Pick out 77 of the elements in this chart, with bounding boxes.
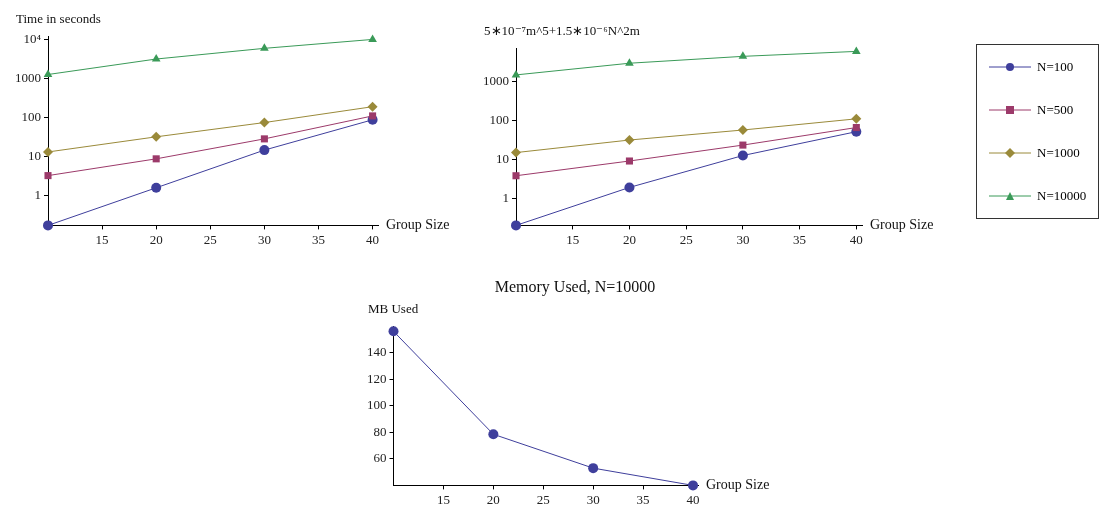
point: [388, 326, 399, 337]
point: [260, 43, 269, 51]
x-tick-label: 35: [793, 231, 807, 247]
point: [369, 112, 377, 120]
point: [43, 220, 53, 231]
point: [151, 54, 161, 62]
x-tick-label: 20: [622, 231, 636, 247]
x-tick-label: 15: [95, 231, 109, 247]
point: [368, 34, 377, 42]
x-tick-label: 35: [311, 231, 325, 247]
y-tick-label: 100: [21, 108, 41, 124]
point: [44, 172, 52, 180]
point: [151, 131, 162, 142]
x-tick-label: 15: [566, 231, 580, 247]
point: [852, 124, 860, 132]
x-axis-title: Group Size: [706, 477, 770, 493]
point: [259, 145, 270, 156]
point: [511, 220, 521, 231]
point: [511, 147, 521, 158]
x-tick-label: 30: [586, 491, 600, 507]
x-tick-label: 30: [257, 231, 271, 247]
point: [624, 182, 635, 193]
point: [259, 117, 270, 128]
x-tick-label: 40: [366, 231, 380, 247]
point: [852, 46, 861, 54]
y-tick-label: 100: [367, 397, 387, 413]
y-tick-label: 10: [496, 150, 509, 166]
y-tick-label: 10: [28, 147, 41, 163]
chart-title: Memory Used, N=10000: [494, 278, 656, 297]
y-tick-label: 10⁴: [23, 30, 42, 46]
point: [737, 150, 748, 161]
point: [737, 125, 748, 136]
x-tick-label: 20: [149, 231, 163, 247]
y-tick-label: 1000: [483, 73, 509, 89]
legend-label: N=1000: [1037, 145, 1080, 161]
legend-label: N=100: [1037, 59, 1074, 75]
y-tick-label: 1000: [15, 69, 41, 85]
point: [739, 141, 747, 149]
point: [43, 69, 53, 78]
point: [43, 146, 53, 157]
y-axis-title: MB Used: [368, 300, 419, 316]
y-tick-label: 120: [367, 370, 387, 386]
x-tick-label: 40: [849, 231, 863, 247]
point: [152, 155, 160, 163]
point: [688, 480, 699, 491]
x-tick-label: 35: [636, 491, 650, 507]
y-tick-label: 60: [373, 450, 387, 466]
point: [738, 51, 748, 59]
point: [488, 429, 499, 440]
point: [511, 69, 521, 78]
point: [151, 182, 162, 193]
point: [625, 58, 634, 66]
x-tick-label: 40: [686, 491, 700, 507]
y-tick-label: 1: [502, 189, 509, 205]
x-axis-title: Group Size: [870, 217, 934, 233]
y-axis-title: 5∗10⁻⁷m^5+1.5∗10⁻⁶N^2m: [484, 22, 640, 38]
x-tick-label: 15: [436, 491, 450, 507]
y-axis-title: Time in seconds: [16, 10, 101, 26]
point: [367, 101, 378, 112]
x-tick-label: 30: [736, 231, 750, 247]
y-tick-label: 1: [34, 186, 41, 202]
x-axis-title: Group Size: [386, 217, 450, 233]
point: [512, 172, 520, 180]
legend-label: N=500: [1037, 102, 1074, 118]
x-tick-label: 25: [679, 231, 693, 247]
point: [588, 463, 599, 474]
y-tick-label: 140: [367, 343, 387, 359]
point: [851, 113, 862, 124]
y-tick-label: 100: [489, 112, 509, 128]
point: [624, 135, 635, 146]
x-tick-label: 25: [203, 231, 217, 247]
y-tick-label: 80: [373, 423, 387, 439]
point: [625, 157, 633, 165]
legend-label: N=10000: [1037, 188, 1087, 204]
x-tick-label: 25: [536, 491, 550, 507]
point: [260, 135, 268, 143]
x-tick-label: 20: [486, 491, 500, 507]
